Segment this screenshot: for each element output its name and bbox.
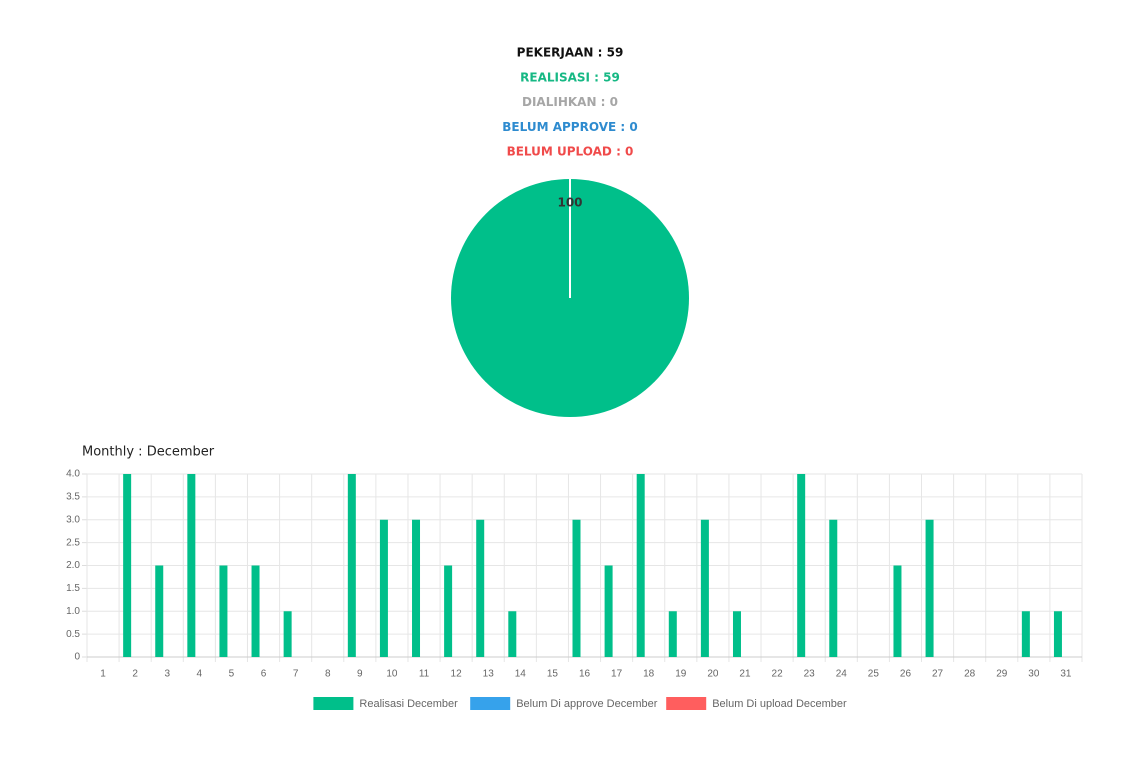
x-tick-label: 18 [643,669,655,680]
x-tick-label: 9 [357,669,363,680]
y-tick-label: 1.0 [66,606,80,617]
x-tick-label: 10 [386,669,398,680]
bar [732,611,741,657]
x-tick-label: 11 [419,669,430,680]
y-tick-label: 0.5 [66,629,80,640]
slice-label: 100 [557,195,582,209]
y-tick-label: 3.0 [66,514,80,525]
bar [251,565,260,657]
x-tick-label: 5 [229,669,235,680]
y-tick-label: 0 [74,652,80,663]
x-tick-label: 13 [483,669,495,680]
bar [893,565,902,657]
summary-line: PEKERJAAN : 59 [517,46,624,60]
x-tick-label: 27 [932,669,944,680]
x-tick-label: 20 [707,669,719,680]
bar [508,611,517,657]
x-tick-label: 19 [675,669,687,680]
x-tick-label: 22 [772,669,784,680]
x-tick-label: 15 [547,669,559,680]
y-tick-label: 4.0 [66,469,80,480]
chart-title: Monthly : December [82,445,215,460]
legend-label: Realisasi December [359,698,458,710]
x-tick-label: 3 [164,669,170,680]
bar [219,565,228,657]
legend-label: Belum Di upload December [712,698,847,710]
bar [636,474,645,657]
bar [925,519,934,657]
summary-line: BELUM APPROVE : 0 [502,120,637,134]
x-tick-label: 16 [579,669,591,680]
x-tick-label: 30 [1028,669,1040,680]
x-tick-label: 28 [964,669,976,680]
bar [1053,611,1062,657]
x-tick-label: 23 [804,669,816,680]
bar [379,519,388,657]
bar [187,474,196,657]
bar [444,565,453,657]
x-tick-label: 8 [325,669,331,680]
x-tick-label: 4 [197,669,203,680]
bar [476,519,485,657]
y-tick-label: 1.5 [66,583,80,594]
summary-line: REALISASI : 59 [520,70,620,84]
bar [829,519,838,657]
x-tick-label: 17 [611,669,623,680]
bar [668,611,677,657]
x-tick-label: 26 [900,669,912,680]
x-tick-label: 7 [293,669,299,680]
x-tick-label: 25 [868,669,880,680]
summary-line: BELUM UPLOAD : 0 [507,145,634,159]
x-tick-label: 1 [100,669,106,680]
bar [797,474,806,657]
x-tick-label: 31 [1060,669,1072,680]
x-tick-label: 2 [132,669,138,680]
legend-swatch [313,697,354,710]
bar [347,474,356,657]
bar [155,565,164,657]
x-tick-label: 14 [515,669,527,680]
bar [1021,611,1030,657]
y-tick-label: 2.5 [66,537,80,548]
bar [412,519,421,657]
bar [572,519,581,657]
bar [604,565,613,657]
y-tick-label: 3.5 [66,492,80,503]
x-tick-label: 29 [996,669,1008,680]
x-tick-label: 6 [261,669,267,680]
legend-swatch [666,697,707,710]
bar [283,611,292,657]
x-tick-label: 12 [451,669,463,680]
bar [123,474,132,657]
y-tick-label: 2.0 [66,560,80,571]
x-tick-label: 21 [739,669,751,680]
legend-swatch [470,697,511,710]
x-tick-label: 24 [836,669,848,680]
bar [700,519,709,657]
legend-label: Belum Di approve December [516,698,658,710]
summary-line: DIALIHKAN : 0 [522,95,618,109]
